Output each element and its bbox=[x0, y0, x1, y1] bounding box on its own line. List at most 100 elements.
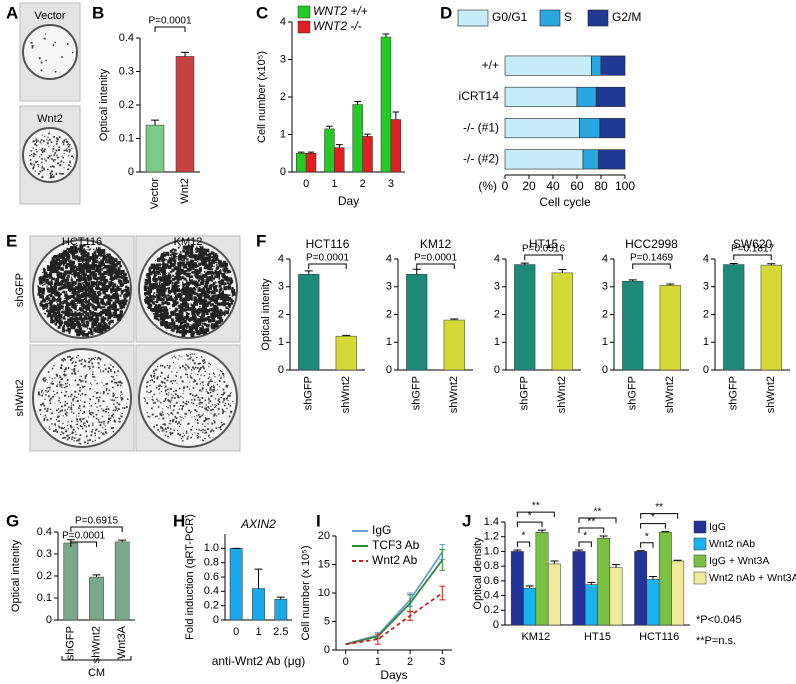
x-tick-label: 80 bbox=[594, 179, 608, 193]
error-bar bbox=[151, 119, 159, 126]
bracket bbox=[308, 263, 347, 269]
y-tick-label: 2 bbox=[602, 308, 608, 320]
error-bar bbox=[520, 262, 529, 265]
bar-segment bbox=[599, 118, 626, 139]
note: **P=n.s. bbox=[696, 635, 736, 647]
x-tick-label: shWnt2 bbox=[664, 376, 676, 413]
bar bbox=[622, 280, 644, 371]
y-axis-label: Optical intenity bbox=[10, 539, 22, 612]
x-tick-label: HT15 bbox=[584, 631, 611, 643]
y-tick-label: +/+ bbox=[482, 58, 499, 72]
legend-label: G2/M bbox=[612, 10, 641, 24]
y-tick-label: 0.1 bbox=[119, 132, 134, 144]
plate bbox=[22, 24, 78, 80]
error-bar bbox=[628, 279, 637, 282]
bar-segment bbox=[504, 149, 584, 170]
bracket bbox=[524, 254, 563, 260]
y-tick-label: 1.0 bbox=[484, 545, 499, 557]
x-tick-label: shGFP bbox=[728, 376, 740, 410]
plate-label: Wnt2 bbox=[37, 113, 63, 125]
x-tick-label: 0 bbox=[343, 656, 349, 668]
y-tick-label: 0.3 bbox=[37, 548, 52, 560]
x-tick-label: HCT116 bbox=[639, 631, 679, 643]
bracket-label: P=0.6915 bbox=[75, 516, 119, 527]
y-tick-label: 0.2 bbox=[204, 600, 219, 612]
error-bar bbox=[374, 633, 381, 645]
x-tick-label: shWnt2 bbox=[90, 626, 102, 663]
colonies bbox=[29, 132, 75, 179]
legend-swatch bbox=[693, 571, 707, 585]
error-bar bbox=[364, 133, 371, 137]
bar bbox=[646, 579, 660, 626]
x-tick-label: 0 bbox=[502, 179, 509, 193]
x-tick-label: shWnt2 bbox=[556, 376, 568, 413]
bracket bbox=[516, 521, 543, 528]
x-tick-label: 20 bbox=[522, 179, 536, 193]
y-axis-label: Fold induction (qRT-PCR) bbox=[184, 514, 196, 640]
legend-label: WNT2 -/- bbox=[313, 19, 362, 33]
error-bar bbox=[525, 585, 534, 589]
bar bbox=[175, 56, 195, 173]
y-tick-label: 0.1 bbox=[37, 592, 52, 604]
legend-swatch bbox=[297, 20, 311, 34]
y-tick-label: 2 bbox=[703, 308, 709, 320]
bracket-label: P=0.0001 bbox=[414, 253, 458, 264]
panel-letter: I bbox=[316, 511, 321, 530]
column-label: HCT116 bbox=[62, 236, 102, 248]
x-tick-label: 100 bbox=[615, 179, 635, 193]
bar bbox=[510, 551, 524, 626]
x-tick-label: shWnt2 bbox=[448, 376, 460, 413]
column-label: KM12 bbox=[174, 236, 203, 248]
x-tick-label: 0 bbox=[233, 626, 239, 638]
series-line bbox=[345, 592, 443, 646]
error-bar bbox=[276, 596, 285, 600]
y-tick-label: 4 bbox=[703, 253, 709, 265]
y-tick-label: 4 bbox=[602, 253, 608, 265]
bar-segment bbox=[595, 86, 626, 107]
y-tick-label: 1.0 bbox=[204, 542, 219, 554]
chart-title: KM12 bbox=[420, 237, 452, 251]
y-tick-label: 1 bbox=[278, 336, 284, 348]
y-axis-label: Cell number (x 10⁵) bbox=[300, 545, 312, 640]
y-tick-label: 0 bbox=[493, 619, 499, 631]
y-tick-label: 0 bbox=[213, 614, 219, 626]
bar bbox=[523, 587, 537, 626]
bracket-label: * bbox=[528, 511, 532, 522]
bar bbox=[535, 532, 549, 626]
legend-swatch bbox=[297, 5, 311, 19]
error-bar bbox=[558, 269, 567, 273]
y-tick-label: 0 bbox=[46, 614, 52, 626]
x-axis-label: Day bbox=[338, 194, 359, 208]
panel-letter: G bbox=[6, 511, 19, 530]
bar bbox=[723, 264, 745, 371]
y-tick-label: 1.4 bbox=[484, 516, 499, 528]
bracket-label: * bbox=[651, 512, 655, 523]
bar bbox=[659, 285, 681, 371]
legend-swatch bbox=[693, 520, 707, 534]
error-bar bbox=[612, 564, 620, 568]
chart-title: HCT116 bbox=[306, 237, 350, 251]
colonies bbox=[143, 353, 234, 442]
y-tick-label: 0.2 bbox=[119, 99, 134, 111]
bar bbox=[352, 104, 363, 173]
legend-label: IgG bbox=[372, 523, 391, 537]
bracket bbox=[154, 26, 186, 32]
bar bbox=[298, 274, 320, 371]
bar-segment bbox=[576, 86, 597, 107]
x-tick-label: 60 bbox=[570, 179, 584, 193]
y-tick-label: 0.8 bbox=[204, 557, 219, 569]
bar bbox=[443, 319, 465, 371]
bracket-label: ** bbox=[655, 502, 663, 513]
error-bar bbox=[412, 268, 421, 275]
legend-swatch bbox=[457, 9, 489, 27]
x-tick-label: Wnt3A bbox=[116, 625, 128, 659]
y-tick-label: 0 bbox=[386, 364, 392, 376]
error-bar bbox=[307, 151, 315, 154]
bar bbox=[252, 588, 265, 621]
y-tick-label: 0.2 bbox=[484, 604, 499, 616]
legend-label: Wnt2 nAb bbox=[709, 538, 755, 550]
legend-label: G0/G1 bbox=[492, 10, 528, 24]
bar bbox=[514, 264, 536, 371]
legend-label: Wnt2 Ab bbox=[372, 553, 418, 567]
